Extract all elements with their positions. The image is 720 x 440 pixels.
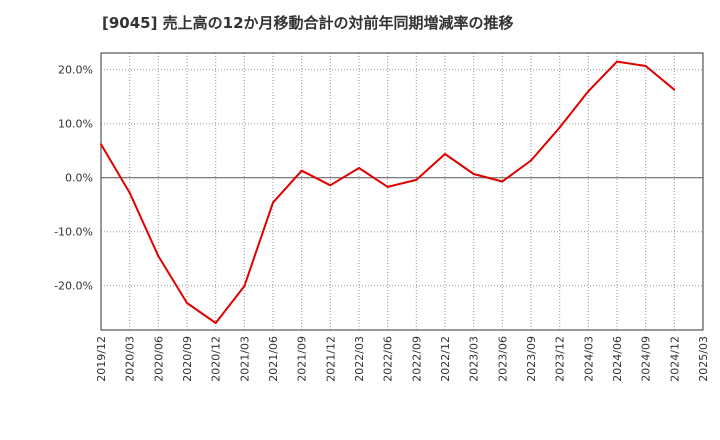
x-tick-label: 2021/03: [238, 336, 251, 382]
x-tick-label: 2020/03: [124, 336, 137, 382]
y-tick-label: 10.0%: [58, 118, 93, 131]
y-tick-label: -10.0%: [54, 226, 93, 239]
data-point: [157, 255, 160, 258]
x-tick-label: 2020/06: [152, 336, 165, 382]
data-point: [472, 172, 475, 175]
x-tick-label: 2019/12: [95, 336, 108, 382]
x-tick-label: 2021/06: [267, 336, 280, 382]
data-point: [128, 191, 131, 194]
plot-border: [100, 52, 704, 331]
y-axis-ticks: 20.0% 10.0% 0.0% -10.0% -20.0%: [54, 64, 93, 293]
x-tick-label: 2022/12: [439, 336, 452, 382]
data-point: [272, 201, 274, 204]
x-tick-label: 2024/03: [582, 336, 595, 382]
data-point: [444, 152, 446, 155]
data-point: [501, 180, 504, 183]
data-point: [100, 143, 102, 146]
data-point: [673, 88, 676, 91]
data-point: [186, 302, 188, 305]
x-tick-label: 2024/06: [611, 336, 624, 382]
x-tick-label: 2025/03: [697, 336, 710, 382]
x-tick-label: 2021/12: [324, 336, 337, 382]
y-tick-label: 0.0%: [65, 172, 93, 185]
x-tick-label: 2022/09: [410, 336, 423, 382]
data-point: [587, 90, 590, 93]
x-tick-label: 2023/06: [496, 336, 509, 382]
x-tick-label: 2020/12: [210, 336, 223, 382]
data-point: [558, 126, 561, 129]
x-tick-label: 2022/03: [353, 336, 366, 382]
data-point: [300, 169, 303, 172]
x-tick-label: 2022/06: [382, 336, 395, 382]
x-tick-label: 2023/12: [554, 336, 567, 382]
data-point: [214, 321, 217, 324]
x-tick-label: 2020/09: [181, 336, 194, 382]
chart-title: [9045] 売上高の12か月移動合計の対前年同期増減率の推移: [102, 14, 514, 32]
data-point: [329, 184, 332, 187]
series: [100, 60, 676, 324]
x-tick-label: 2021/09: [296, 336, 309, 382]
x-tick-label: 2024/12: [668, 336, 681, 382]
series-line: [100, 60, 675, 324]
data-point: [616, 60, 618, 63]
data-point: [243, 285, 246, 288]
data-point: [358, 167, 360, 170]
data-point: [415, 178, 418, 181]
grid: [100, 53, 704, 330]
data-point: [644, 64, 647, 67]
data-point: [386, 185, 389, 188]
y-tick-label: -20.0%: [54, 280, 93, 293]
x-tick-label: 2023/03: [468, 336, 481, 382]
x-tick-label: 2024/09: [640, 336, 653, 382]
data-point: [530, 159, 532, 162]
x-axis-ticks: 2019/12 2020/03 2020/06 2020/09 2020/12 2021/…: [95, 336, 710, 382]
axes: [100, 52, 704, 331]
x-tick-label: 2023/09: [525, 336, 538, 382]
y-tick-label: 20.0%: [58, 64, 93, 77]
